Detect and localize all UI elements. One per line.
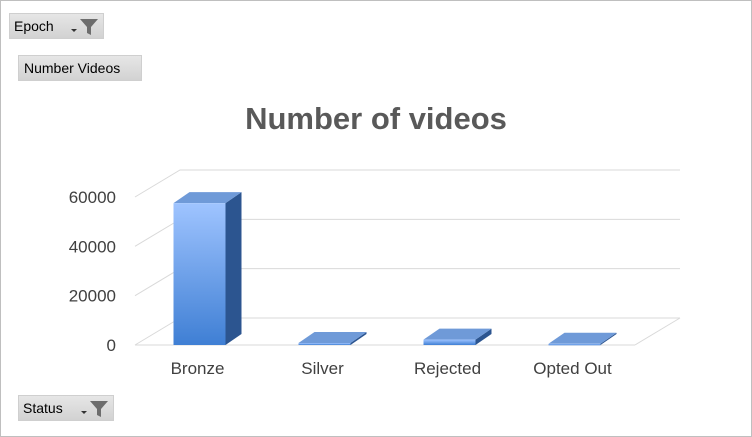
bar-front xyxy=(173,203,226,345)
funnel-filter-icon[interactable] xyxy=(69,18,99,36)
y-tick-label: 40000 xyxy=(69,237,116,256)
bar xyxy=(423,328,492,345)
dropdown-arrow-icon xyxy=(81,411,87,414)
bar-top xyxy=(298,332,367,344)
y-axis-ticks: 0 20000 40000 60000 xyxy=(69,188,116,355)
x-category-label: Opted Out xyxy=(533,359,612,378)
bars xyxy=(173,192,617,346)
status-filter-label: Status xyxy=(23,400,63,416)
x-axis-categories: Bronze Silver Rejected Opted Out xyxy=(171,359,612,378)
bar-side xyxy=(475,328,492,345)
x-category-label: Bronze xyxy=(171,359,225,378)
y-tick-label: 0 xyxy=(107,336,116,355)
bar-front xyxy=(548,343,601,346)
values-field-button[interactable]: Number Videos xyxy=(18,55,142,81)
bar-top xyxy=(548,332,617,344)
chart-title: Number of videos xyxy=(245,101,507,136)
funnel-filter-icon[interactable] xyxy=(79,400,109,418)
bar-side xyxy=(350,332,367,345)
bar-side xyxy=(225,192,242,345)
bar-front xyxy=(423,339,476,345)
bar-top xyxy=(173,192,242,204)
x-category-label: Rejected xyxy=(414,359,481,378)
epoch-filter-button[interactable]: Epoch xyxy=(9,13,104,39)
dropdown-arrow-icon xyxy=(71,29,77,32)
epoch-filter-label: Epoch xyxy=(14,18,54,34)
gridline xyxy=(134,169,680,198)
bar-top xyxy=(423,328,492,340)
y-tick-label: 20000 xyxy=(69,287,116,306)
bar xyxy=(548,332,617,346)
status-filter-button[interactable]: Status xyxy=(18,395,114,421)
bar xyxy=(173,192,242,345)
values-field-label: Number Videos xyxy=(24,60,121,76)
y-tick-label: 60000 xyxy=(69,188,116,207)
bar-side xyxy=(600,332,617,345)
bar xyxy=(298,332,367,345)
bar-front xyxy=(298,343,351,345)
floor-right-edge xyxy=(634,317,681,346)
x-category-label: Silver xyxy=(301,359,344,378)
